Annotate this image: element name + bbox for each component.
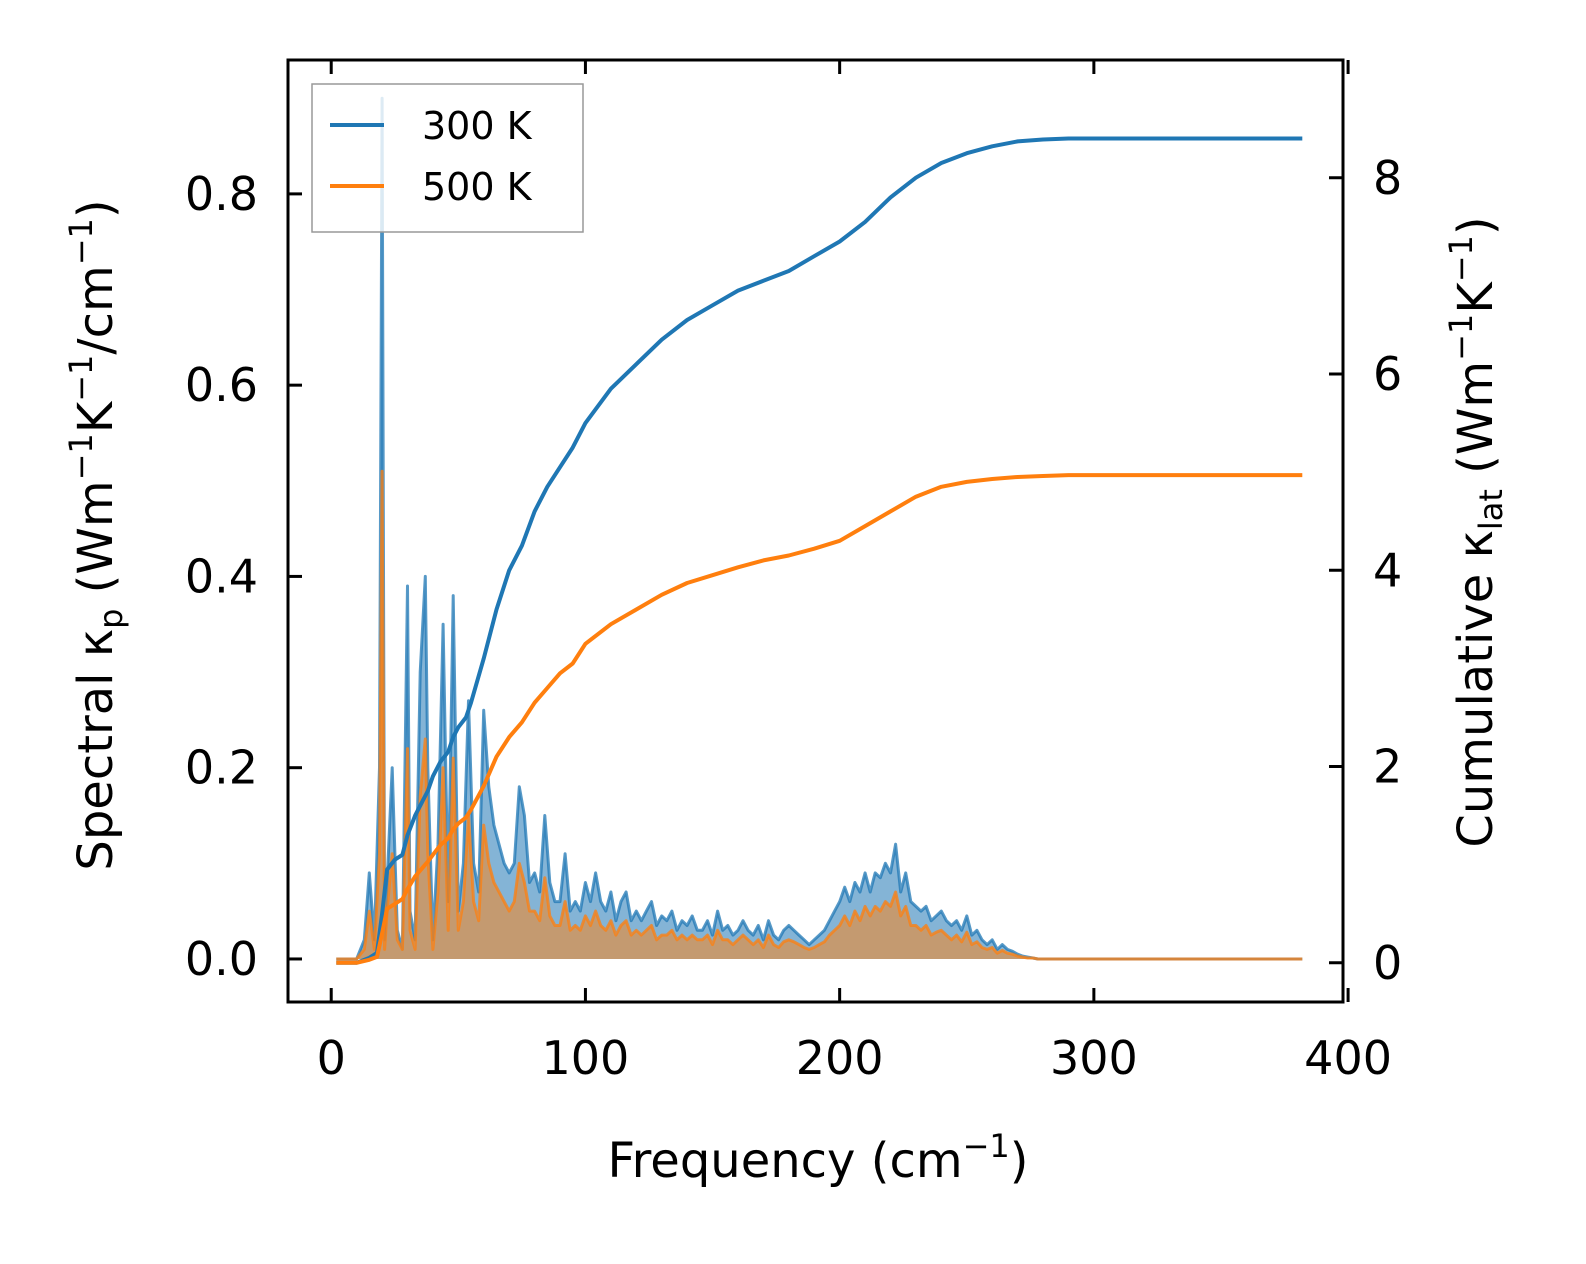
y-axis-label-right: Cumulative κlat (Wm−1K−1) <box>1442 216 1510 847</box>
cumulative-line-500k <box>336 473 1303 965</box>
y-tick-label-left: 0.4 <box>185 549 258 603</box>
y-tick-label-left: 0.6 <box>185 358 258 412</box>
y-tick-label-right: 8 <box>1373 151 1402 205</box>
x-tick-label: 300 <box>1050 1031 1138 1085</box>
y-tick-label-left: 0.8 <box>185 167 258 221</box>
x-axis-label: Frequency (cm−1) <box>607 1127 1028 1189</box>
legend-box <box>311 83 584 233</box>
legend: 300 K 500 K <box>311 83 584 233</box>
spectral-line-300k <box>336 96 1303 961</box>
spectral-layer <box>336 96 1303 961</box>
x-tick-label: 200 <box>796 1031 884 1085</box>
y-tick-label-right: 6 <box>1373 347 1402 401</box>
y-tick-label-right: 4 <box>1373 543 1402 597</box>
x-tick-label: 400 <box>1304 1031 1392 1085</box>
legend-label-300k: 300 K <box>422 104 533 148</box>
plot-frame <box>286 58 1345 1004</box>
cumulative-line-300k <box>336 136 1303 965</box>
y-axis-label-left: Spectral κp (Wm−1K−1/cm−1) <box>62 199 130 870</box>
cumulative-layer <box>336 136 1303 965</box>
y-tick-label-right: 2 <box>1373 740 1402 794</box>
y-tick-label-right: 0 <box>1373 936 1402 990</box>
spectral-line-500k <box>336 469 1303 961</box>
x-tick-label: 0 <box>317 1031 346 1085</box>
legend-label-500k: 500 K <box>422 165 533 209</box>
ticks-layer: 0 100 200 300 400 0.0 0.2 0.4 0.6 0.8 0 2 4 6 8 <box>185 60 1402 1085</box>
y-tick-label-left: 0.0 <box>185 932 258 986</box>
x-tick-label: 100 <box>542 1031 630 1085</box>
y-tick-label-left: 0.2 <box>185 741 258 795</box>
